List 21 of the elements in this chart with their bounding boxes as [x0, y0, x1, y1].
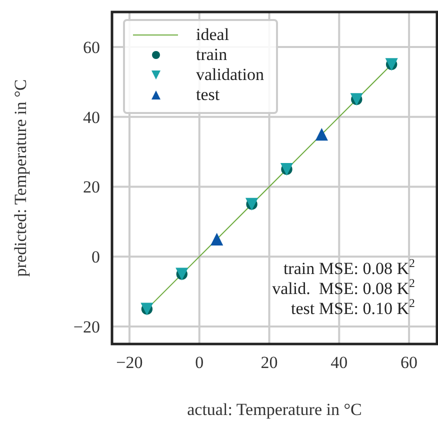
x-tick-label: 40	[330, 353, 348, 372]
point	[315, 128, 328, 141]
x-tick-label: 60	[400, 353, 418, 372]
y-axis-title: predicted: Temperature in °C	[11, 79, 30, 277]
legend-label: validation	[196, 65, 264, 84]
legend-label: test	[196, 85, 220, 104]
x-tick-label: −20	[116, 353, 143, 372]
y-tick-label: −20	[73, 318, 100, 337]
annotation: test MSE: 0.10 K$^{2}$	[290, 296, 416, 318]
x-tick-label: 20	[260, 353, 278, 372]
y-tick-label: 0	[92, 248, 100, 267]
legend-label: train	[196, 45, 228, 64]
annotation: valid. MSE: 0.08 K$^{2}$	[272, 276, 416, 298]
point	[210, 232, 224, 246]
annotation: train MSE: 0.08 K$^{2}$	[283, 256, 416, 278]
x-axis-title: actual: Temperature in °C	[187, 400, 362, 419]
x-tick-label: 0	[195, 353, 204, 372]
y-tick-label: 60	[83, 38, 100, 57]
y-tick-label: 40	[83, 108, 100, 127]
legend-label: ideal	[196, 25, 230, 44]
y-tick-label: 20	[83, 178, 100, 197]
